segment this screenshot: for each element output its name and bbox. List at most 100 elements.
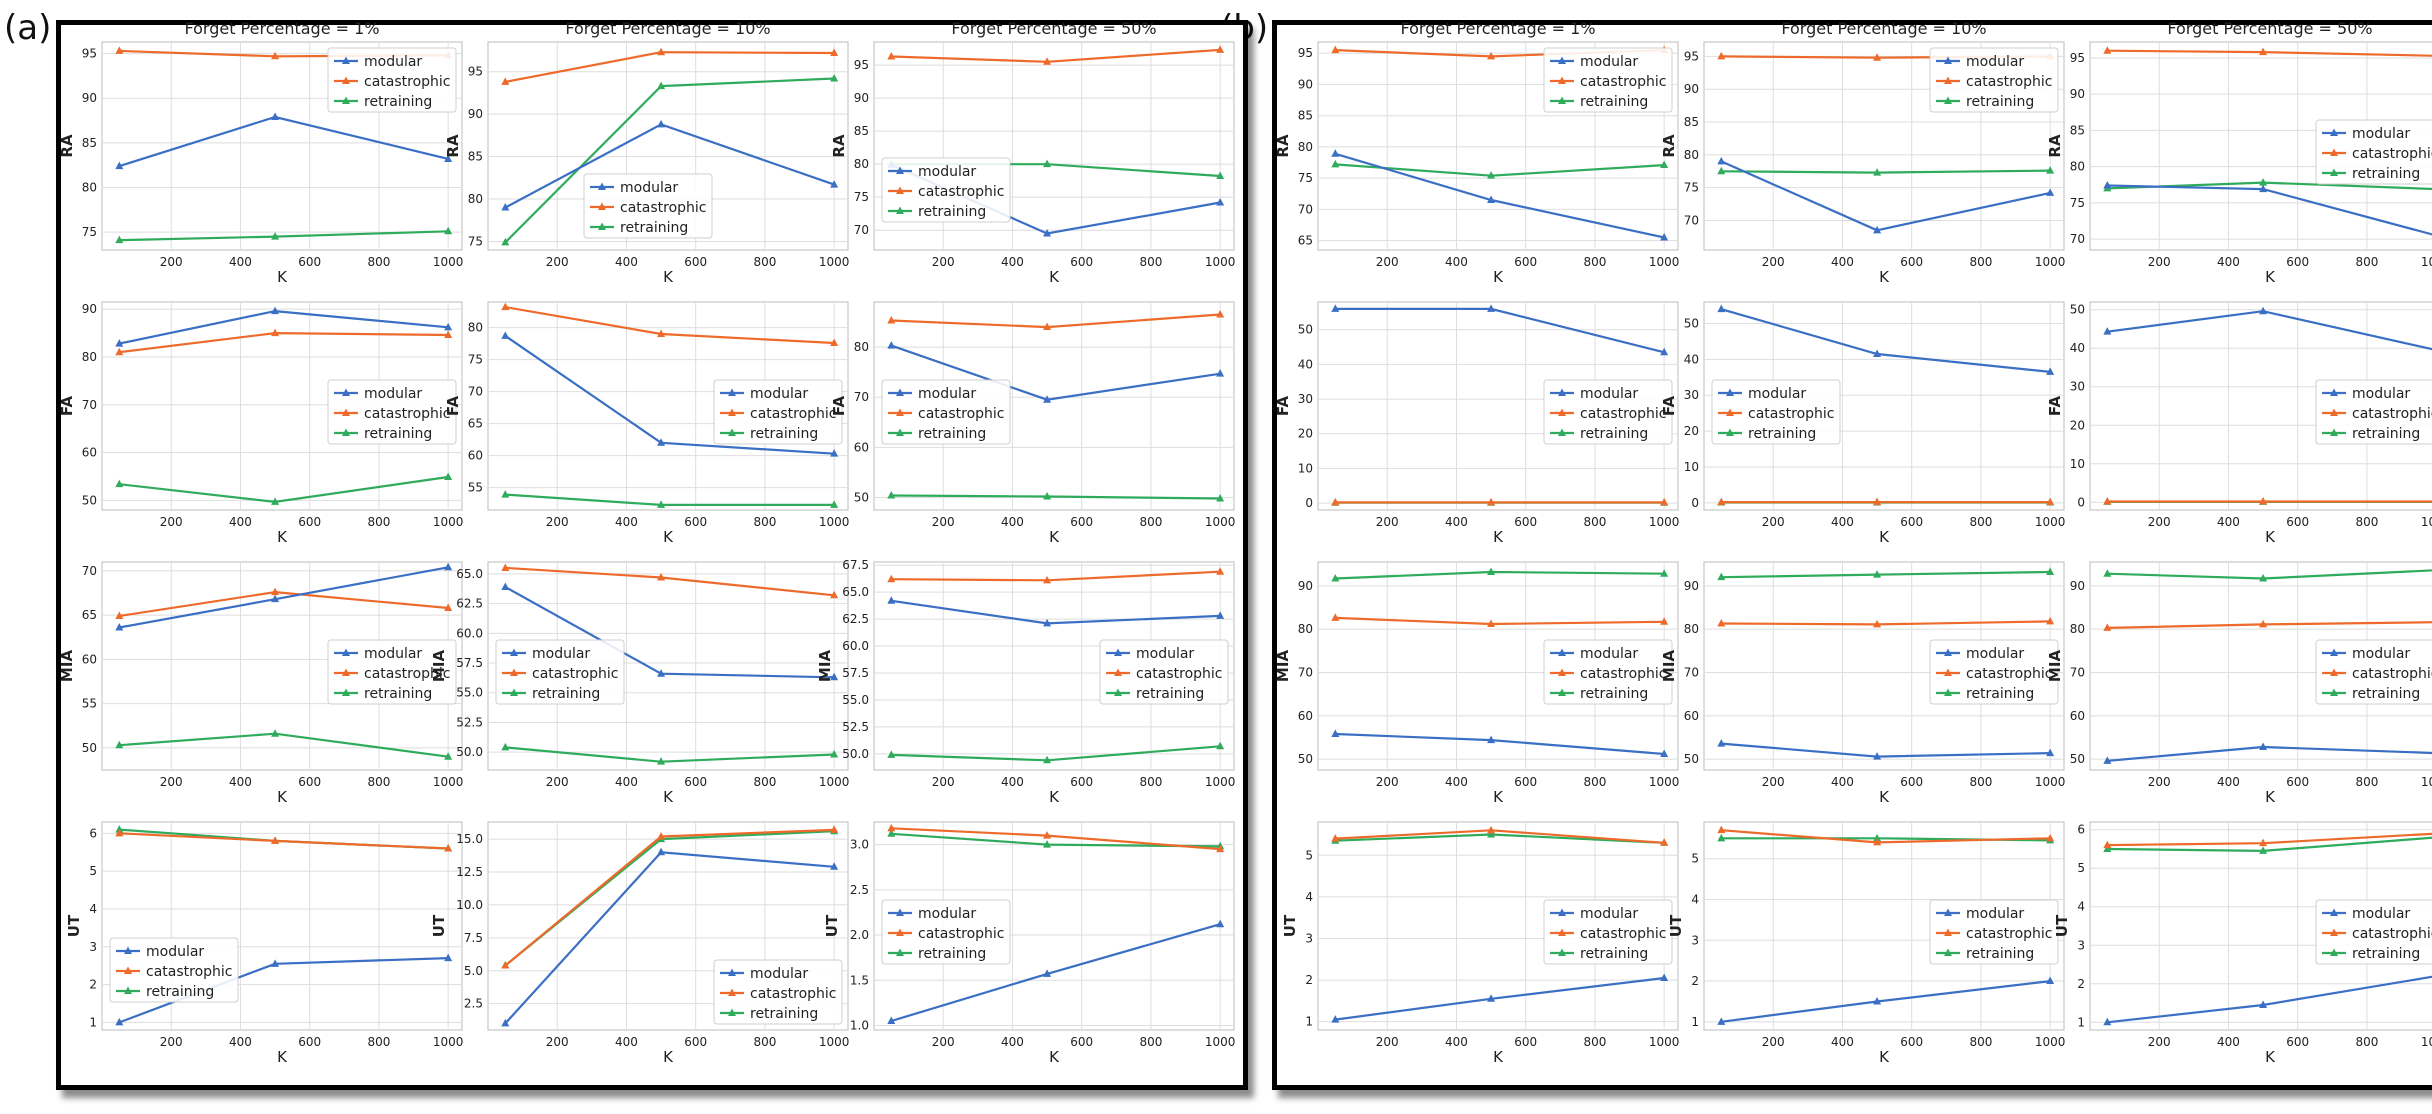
legend-marker: [2330, 648, 2338, 656]
legend-box: [881, 379, 1011, 445]
legend-marker: [2330, 928, 2338, 936]
y-tick-label: 80: [854, 157, 869, 171]
y-tick-label: 4: [2077, 900, 2085, 914]
y-tick-label: 1: [1691, 1015, 1699, 1029]
legend-marker: [1944, 56, 1952, 64]
legend-label-modular: modular: [2352, 906, 2410, 922]
x-axis-label: K: [1493, 1048, 1504, 1066]
y-tick-label: 80: [82, 181, 97, 195]
y-axis-label: RA: [1274, 134, 1292, 158]
y-axis-label: MIA: [2046, 650, 2064, 683]
x-tick-label: 1000: [433, 775, 464, 789]
point-retraining: [830, 750, 839, 758]
legend-marker: [1558, 408, 1566, 416]
x-tick-label: 1000: [2035, 1035, 2066, 1049]
x-axis-label: K: [1049, 1048, 1060, 1066]
point-modular: [887, 1016, 896, 1024]
legend: modular catastrophic retraining: [495, 639, 625, 705]
y-tick-label: 60: [468, 449, 483, 463]
legend-label-modular: modular: [2352, 126, 2410, 142]
point-retraining: [887, 750, 896, 758]
y-axis-label: MIA: [1660, 650, 1678, 683]
x-tick-label: 800: [1583, 775, 1606, 789]
point-retraining: [1717, 572, 1726, 581]
legend-marker: [728, 988, 736, 996]
x-tick-label: 200: [160, 515, 183, 529]
point-catastrophic: [1487, 825, 1496, 834]
point-modular: [1873, 349, 1882, 357]
x-tick-label: 800: [367, 1035, 390, 1049]
legend-box: [1929, 899, 2059, 965]
plot-b-fa-3: 200 400 600 800 1000 0 10 20 30 40 50 K FA modular cat…: [2046, 301, 2432, 546]
point-modular: [2259, 184, 2268, 193]
legend-marker: [1944, 928, 1952, 936]
y-tick-label: 80: [468, 192, 483, 206]
legend-label-retraining: retraining: [2352, 946, 2420, 962]
point-modular: [2103, 756, 2112, 764]
legend-marker: [2330, 688, 2338, 696]
plot-a-ra-1: 200 400 600 800 1000 75 80 85 90 95 K RA Forget Perc…: [58, 19, 463, 286]
legend-marker: [2330, 948, 2338, 956]
column-title: Forget Percentage = 10%: [565, 19, 770, 38]
legend-marker: [1114, 668, 1122, 676]
legend: modular catastrophic retraining: [881, 379, 1011, 445]
x-tick-label: 200: [1762, 255, 1785, 269]
y-tick-label: 1: [89, 1015, 97, 1029]
y-tick-label: 50: [1298, 323, 1313, 337]
legend-label-modular: modular: [2352, 646, 2410, 662]
y-tick-label: 90: [854, 91, 869, 105]
point-retraining: [887, 829, 896, 837]
x-axis-label: K: [663, 528, 674, 546]
point-retraining: [2103, 844, 2112, 852]
legend-box: [327, 379, 457, 445]
point-retraining: [1873, 168, 1882, 176]
point-catastrophic: [887, 316, 896, 324]
legend-marker: [510, 668, 518, 676]
y-axis-label: FA: [1660, 396, 1678, 417]
point-modular: [271, 959, 280, 967]
point-retraining: [115, 479, 124, 488]
legend-label-catastrophic: catastrophic: [364, 666, 451, 682]
legend-label-modular: modular: [1580, 646, 1638, 662]
legend-label-catastrophic: catastrophic: [1580, 666, 1667, 682]
point-catastrophic: [2259, 497, 2268, 505]
y-tick-label: 70: [1684, 666, 1699, 680]
legend-marker: [2330, 388, 2338, 396]
plot-b-ra-3: 200 400 600 800 1000 70 75 80 85 90 95 K RA Forget Pe…: [2046, 19, 2432, 286]
legend-marker: [896, 388, 904, 396]
point-retraining: [1216, 741, 1225, 750]
point-modular: [1043, 618, 1052, 627]
legend-label-modular: modular: [1580, 386, 1638, 402]
x-tick-label: 400: [1831, 255, 1854, 269]
x-tick-label: 400: [615, 515, 638, 529]
x-tick-label: 800: [1139, 255, 1162, 269]
x-tick-label: 200: [546, 515, 569, 529]
y-tick-label: 60: [2070, 709, 2085, 723]
y-tick-label: 10: [1684, 460, 1699, 474]
y-axis-label: UT: [65, 914, 83, 937]
plot-a-ut-1: 200 400 600 800 1000 1 2 3 4 5 6 K UT modular catastro…: [65, 821, 463, 1066]
x-tick-label: 800: [2355, 515, 2378, 529]
point-modular: [1717, 739, 1726, 747]
x-tick-label: 600: [684, 515, 707, 529]
point-catastrophic: [2259, 619, 2268, 628]
legend-box: [109, 937, 239, 1003]
x-tick-label: 1000: [2421, 1035, 2432, 1049]
y-tick-label: 4: [89, 902, 97, 916]
point-modular: [1043, 228, 1052, 237]
legend: modular catastrophic retraining: [1543, 639, 1673, 705]
y-tick-label: 95: [854, 58, 869, 72]
legend-marker: [2330, 668, 2338, 676]
x-tick-label: 1000: [2421, 255, 2432, 269]
x-tick-label: 1000: [433, 1035, 464, 1049]
y-tick-label: 10: [2070, 457, 2085, 471]
y-tick-label: 90: [1298, 579, 1313, 593]
point-modular: [1873, 752, 1882, 760]
point-modular: [2103, 1017, 2112, 1026]
legend-marker: [1558, 648, 1566, 656]
x-tick-label: 400: [1445, 775, 1468, 789]
x-tick-label: 200: [2148, 775, 2171, 789]
y-tick-label: 75: [2070, 196, 2085, 210]
point-retraining: [501, 742, 510, 751]
x-tick-label: 600: [1900, 255, 1923, 269]
